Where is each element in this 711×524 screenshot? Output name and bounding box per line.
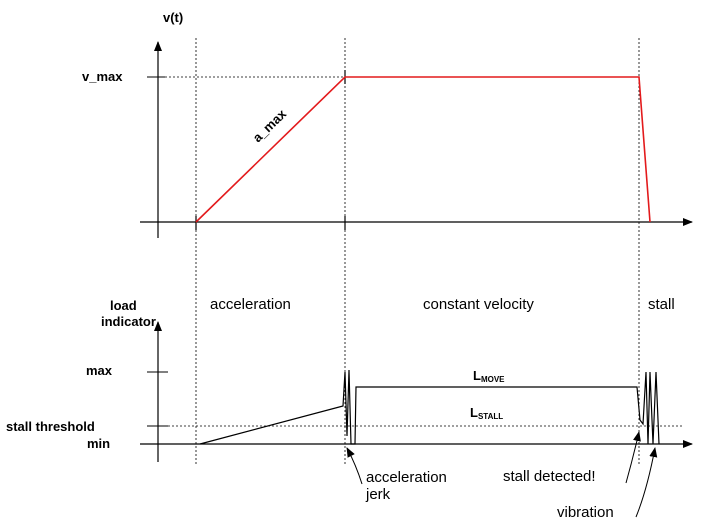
vibration-label: vibration xyxy=(557,504,614,521)
load-indicator-curve xyxy=(199,369,660,445)
a-max-label: a_max xyxy=(250,106,290,145)
stall-threshold-label: stall threshold xyxy=(6,419,95,434)
accel-jerk-leader xyxy=(346,447,363,485)
acceleration-jerk-label-1: acceleration xyxy=(366,469,447,486)
l-move-label: LMOVE xyxy=(473,368,505,384)
velocity-curve xyxy=(195,76,651,223)
stall-detected-leader xyxy=(625,431,641,484)
stall-detected-label: stall detected! xyxy=(503,468,596,485)
max-label: max xyxy=(86,363,113,378)
phase-constant-velocity: constant velocity xyxy=(423,296,534,313)
v-max-label: v_max xyxy=(82,69,123,84)
phase-acceleration: acceleration xyxy=(210,296,291,313)
min-label: min xyxy=(87,436,110,451)
acceleration-jerk-label-2: jerk xyxy=(365,486,391,503)
l-stall-label: LSTALL xyxy=(470,405,503,421)
load-label: load xyxy=(110,298,137,313)
indicator-label: indicator xyxy=(101,314,156,329)
phase-stall: stall xyxy=(648,296,675,313)
vibration-leader xyxy=(635,447,658,518)
v-t-label: v(t) xyxy=(163,10,183,25)
